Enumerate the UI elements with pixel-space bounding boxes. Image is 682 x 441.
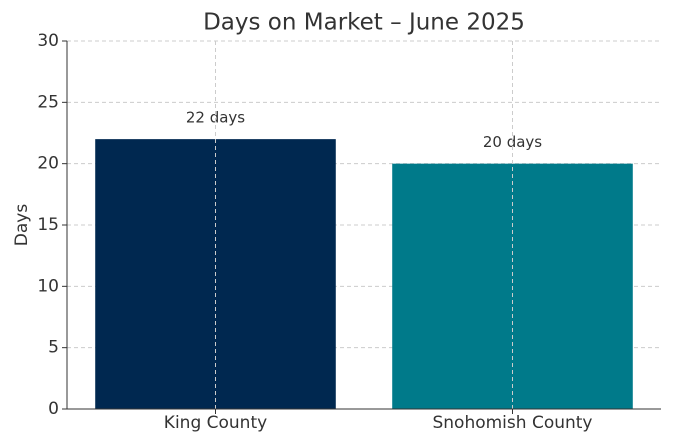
y-axis-label: Days bbox=[12, 204, 32, 247]
y-tick-label: 10 bbox=[37, 276, 59, 296]
y-tick-label: 30 bbox=[37, 31, 59, 51]
y-tick-label: 20 bbox=[37, 154, 59, 174]
x-tick-label: Snohomish County bbox=[432, 413, 592, 433]
y-tick-label: 25 bbox=[37, 92, 59, 112]
y-tick-label: 0 bbox=[48, 399, 59, 419]
y-tick-label: 5 bbox=[48, 338, 59, 358]
value-label: 22 days bbox=[186, 109, 245, 127]
x-tick-label: King County bbox=[164, 413, 267, 433]
chart-title: Days on Market – June 2025 bbox=[203, 10, 525, 36]
y-tick-label: 15 bbox=[37, 215, 59, 235]
